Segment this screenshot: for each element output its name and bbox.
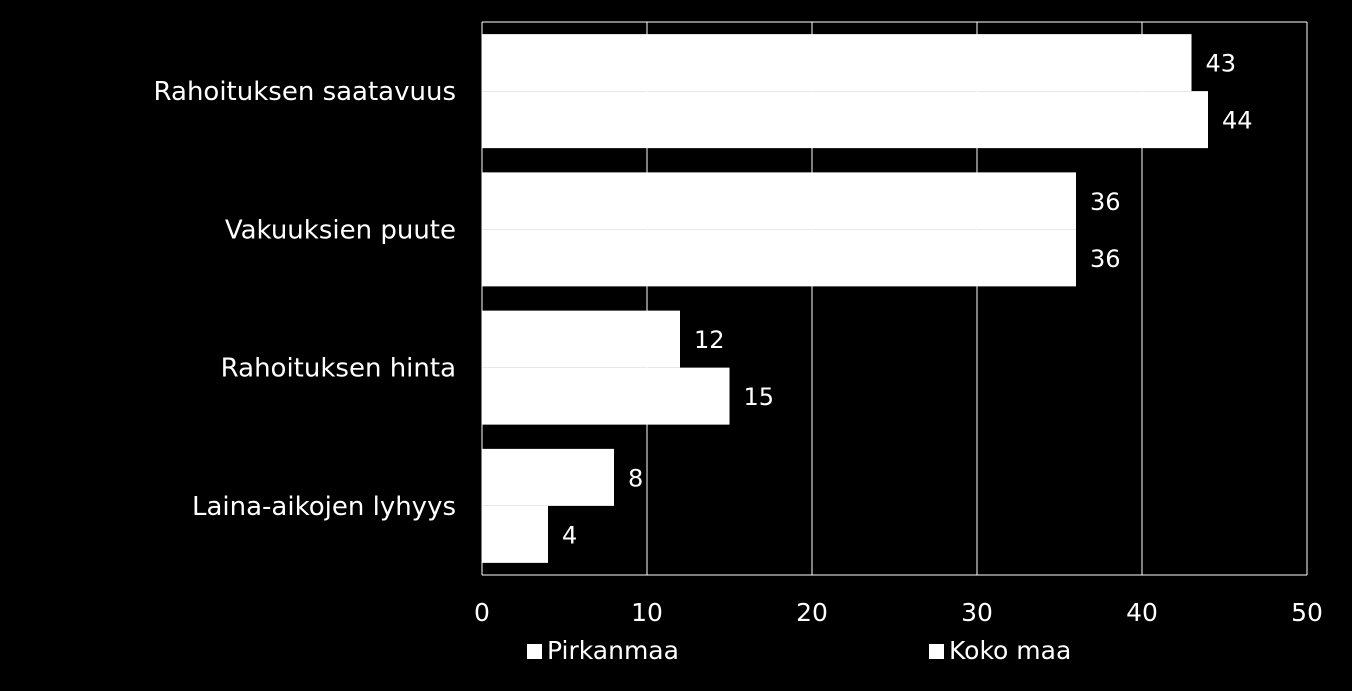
data-label: 15 — [744, 383, 775, 411]
data-label: 8 — [628, 464, 643, 492]
legend: Pirkanmaa Koko maa — [527, 636, 1071, 665]
legend-label: Koko maa — [949, 636, 1071, 665]
x-tick-label: 30 — [961, 598, 993, 627]
x-tick-label: 50 — [1291, 598, 1323, 627]
legend-swatch — [527, 644, 542, 659]
bars — [482, 34, 1208, 563]
bar-pirkanmaa — [482, 448, 614, 506]
data-label: 44 — [1222, 107, 1253, 135]
x-tick-label: 20 — [796, 598, 828, 627]
data-label: 36 — [1090, 188, 1121, 216]
data-label: 12 — [694, 326, 725, 354]
category-label: Vakuuksien puute — [225, 215, 456, 245]
category-label: Rahoituksen saatavuus — [154, 77, 456, 107]
category-label: Laina-aikojen lyhyys — [192, 492, 456, 522]
bar-koko-maa — [482, 367, 730, 425]
x-tick-label: 40 — [1126, 598, 1158, 627]
bar-koko-maa — [482, 229, 1076, 287]
bar-pirkanmaa — [482, 34, 1192, 92]
data-label: 43 — [1206, 50, 1237, 78]
bar-pirkanmaa — [482, 172, 1076, 230]
category-label: Rahoituksen hinta — [221, 354, 456, 384]
legend-label: Pirkanmaa — [547, 636, 679, 665]
bar-koko-maa — [482, 505, 548, 563]
legend-swatch — [929, 644, 944, 659]
x-tick-label: 0 — [474, 598, 490, 627]
data-label: 4 — [562, 521, 577, 549]
labels: 0 10 20 30 40 50 Rahoituksen saatavuus 43 44 Vaku… — [154, 50, 1323, 627]
bar-pirkanmaa — [482, 310, 680, 368]
bar-koko-maa — [482, 91, 1208, 149]
data-label: 36 — [1090, 245, 1121, 273]
x-tick-label: 10 — [631, 598, 663, 627]
